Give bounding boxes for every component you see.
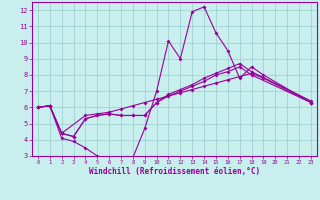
X-axis label: Windchill (Refroidissement éolien,°C): Windchill (Refroidissement éolien,°C) [89,167,260,176]
